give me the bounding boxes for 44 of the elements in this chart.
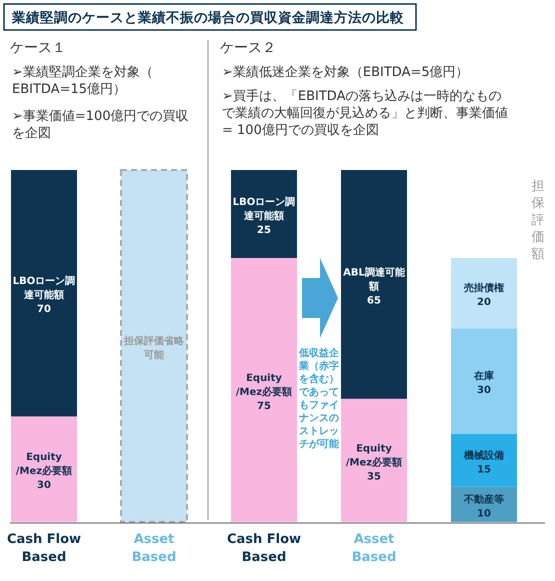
series-label: Equity /Mez必要額 (236, 373, 292, 398)
text: ➢買手は、「EBITDAの落ち込みは一時的なもので業績の大幅回復が見込める」と判断、事業価値= 100億円での買収を企図 (222, 89, 508, 138)
data-label: 30 (37, 480, 51, 492)
data-label: 15 (477, 464, 491, 476)
x-tick-label: Cash Flow Based (6, 532, 82, 565)
text: LBOローン調達可能額 (232, 197, 296, 222)
bar (451, 258, 517, 328)
series-label: 不動産等 (463, 493, 504, 506)
text: ➢業績低迷企業を対象（EBITDA=5億円） (222, 64, 469, 80)
text: ケース２ (220, 40, 276, 56)
text: Equity /Mez必要額 (16, 452, 72, 478)
data-label: 70 (37, 304, 51, 316)
data-label: 25 (257, 225, 271, 236)
data-label: 10 (477, 508, 491, 520)
series-label: 機械設備 (463, 449, 504, 462)
data-label: 30 (477, 385, 491, 396)
bar (451, 434, 517, 487)
bar (231, 170, 297, 258)
x-tick-label: Asset Based (132, 532, 176, 565)
bar (11, 416, 77, 522)
bar (11, 170, 77, 416)
data-label: 75 (257, 401, 271, 412)
series-label: 在庫 (473, 370, 494, 382)
series-label: ABL調達可能額 (343, 266, 406, 292)
series-label: 担保評価省略可能 (123, 335, 185, 361)
series-label: LBOローン調達可能額 (12, 275, 76, 302)
data-label: 35 (367, 471, 381, 482)
annotation: 担保評価額 (532, 179, 544, 262)
x-tick-label: Cash Flow Based (226, 532, 302, 565)
text: ケース１ (10, 40, 66, 56)
series-label: 売掛債権 (464, 282, 504, 294)
x-tick-label: Asset Based (352, 532, 396, 565)
bar (341, 398, 407, 522)
text: ➢事業価値=100億円での買収を企図 (12, 109, 189, 141)
bar (120, 169, 188, 523)
text: Equity /Mez必要額 (346, 443, 402, 468)
data-label: 65 (367, 295, 381, 306)
bar (231, 258, 297, 522)
bar (451, 328, 517, 434)
data-label: 20 (477, 297, 491, 308)
chart-title: 業績堅調のケースと業績不振の場合の買収資金調達方法の比較 (11, 9, 405, 26)
bar (341, 170, 407, 399)
text: ➢業績堅調企業を対象（EBITDA=15億円） (12, 64, 153, 97)
annotation: 低収益企業（赤字を含む）であってもファイナンスのストレッチが可能 (298, 347, 340, 450)
